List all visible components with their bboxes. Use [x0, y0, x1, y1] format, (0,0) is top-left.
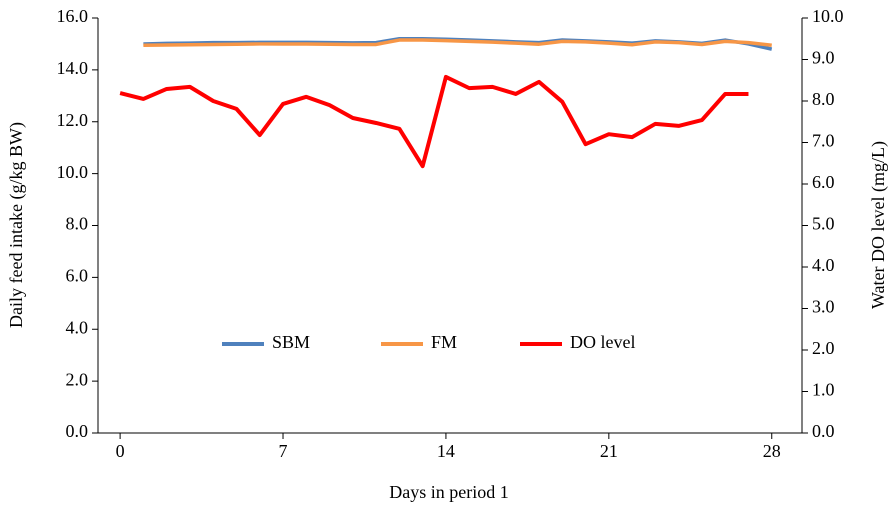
legend-label: DO level [570, 332, 635, 352]
y2-axis-label: Water DO level (mg/L) [868, 141, 889, 309]
y2-tick-label: 2.0 [812, 338, 835, 358]
y2-tick-label: 9.0 [812, 48, 835, 68]
y-tick-label: 10.0 [57, 162, 89, 182]
x-tick-label: 0 [116, 441, 125, 461]
legend-label: FM [431, 332, 457, 352]
y2-tick-label: 3.0 [812, 297, 835, 317]
y-tick-label: 0.0 [66, 421, 89, 441]
y-tick-label: 16.0 [57, 6, 89, 26]
y-tick-label: 14.0 [57, 58, 89, 78]
y-tick-label: 4.0 [66, 317, 89, 337]
x-tick-label: 28 [763, 441, 781, 461]
legend-label: SBM [272, 332, 310, 352]
y2-tick-label: 10.0 [812, 6, 844, 26]
x-tick-label: 7 [279, 441, 288, 461]
series-line [143, 38, 772, 47]
x-tick-label: 21 [600, 441, 618, 461]
x-tick-label: 14 [437, 441, 455, 461]
y2-tick-label: 6.0 [812, 172, 835, 192]
series-line [119, 74, 749, 169]
y2-tick-label: 1.0 [812, 380, 835, 400]
y-tick-label: 12.0 [57, 110, 89, 130]
y-axis-label: Daily feed intake (g/kg BW) [6, 122, 27, 328]
y-tick-label: 2.0 [66, 369, 89, 389]
y2-tick-label: 4.0 [812, 255, 835, 275]
y2-tick-label: 0.0 [812, 421, 835, 441]
y2-tick-label: 5.0 [812, 214, 835, 234]
y2-tick-label: 8.0 [812, 89, 835, 109]
y-tick-label: 8.0 [66, 214, 89, 234]
y-tick-label: 6.0 [66, 266, 89, 286]
y2-tick-label: 7.0 [812, 131, 835, 151]
x-axis-label: Days in period 1 [389, 482, 508, 502]
